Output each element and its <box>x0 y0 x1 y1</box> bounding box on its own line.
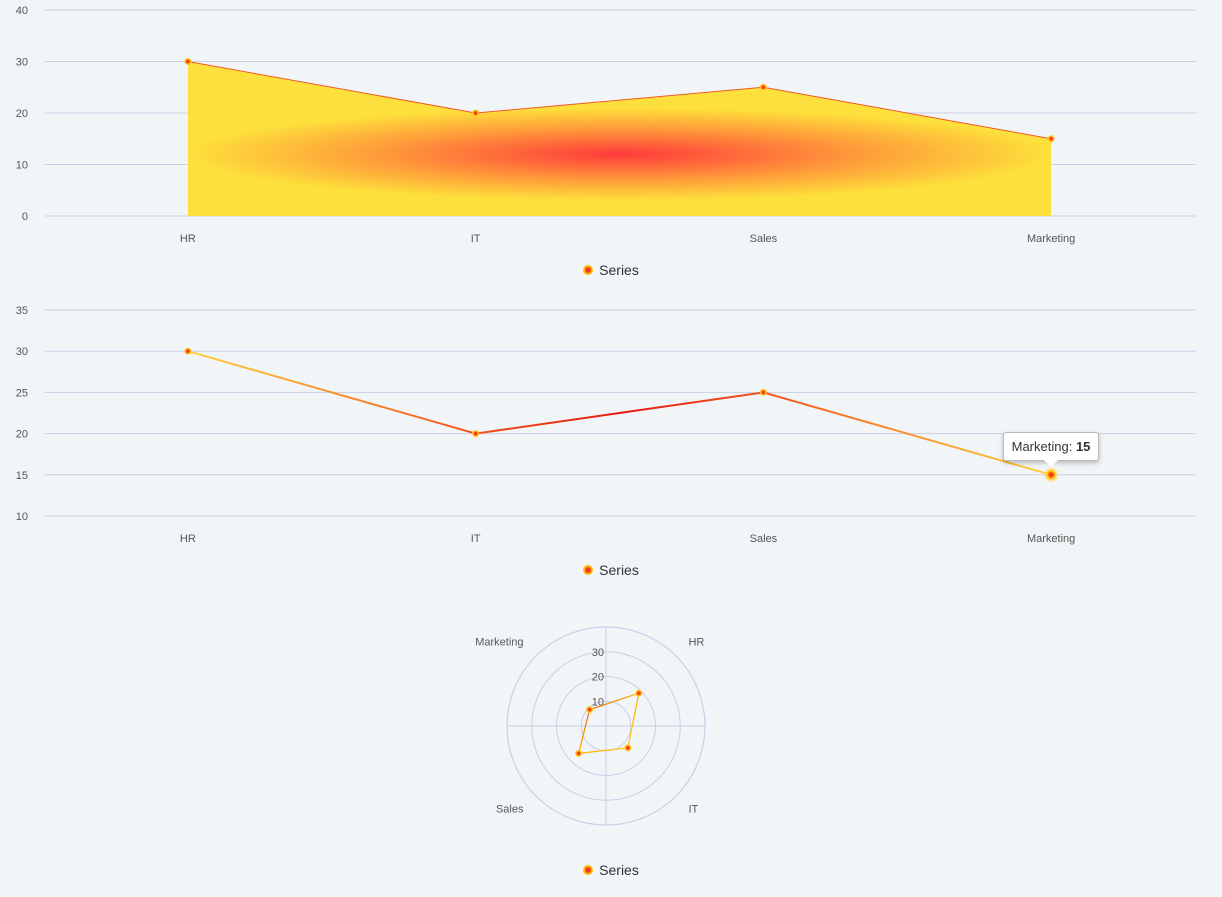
radar-category-label: HR <box>688 637 704 649</box>
x-tick-label: HR <box>180 233 196 245</box>
radar-category-label: Marketing <box>475 637 523 649</box>
data-point[interactable] <box>575 749 583 757</box>
data-point[interactable] <box>586 706 594 714</box>
y-tick-label: 20 <box>16 108 28 120</box>
y-tick-label: 10 <box>16 511 28 523</box>
data-point[interactable] <box>184 347 192 355</box>
y-tick-label: 15 <box>16 470 28 482</box>
x-tick-label: Marketing <box>1027 533 1075 545</box>
legend-marker <box>583 565 594 575</box>
line-legend[interactable]: Series <box>0 560 1222 580</box>
data-point[interactable] <box>1046 469 1057 480</box>
line-chart-svg: 10 15 20 25 30 35 HR IT Sales Marketing <box>16 305 1196 545</box>
radar-chart: 10 20 30 HR IT Sales Marketing <box>0 600 1222 860</box>
radar-category-label: IT <box>688 803 698 815</box>
data-point[interactable] <box>472 109 480 117</box>
tooltip-label: Marketing: <box>1011 438 1076 454</box>
x-tick-label: Sales <box>750 233 778 245</box>
tooltip-value: 15 <box>1075 438 1091 454</box>
data-point[interactable] <box>759 83 767 91</box>
radar-series-line <box>577 692 640 755</box>
data-point[interactable] <box>759 388 767 396</box>
y-tick-label: 30 <box>16 346 28 358</box>
x-tick-label: IT <box>471 533 481 545</box>
y-tick-label: 35 <box>16 305 28 317</box>
radar-tick-label: 30 <box>592 647 604 659</box>
radar-category-label: Sales <box>496 803 524 815</box>
y-tick-label: 25 <box>16 387 28 399</box>
y-tick-label: 0 <box>22 211 28 223</box>
area-chart-svg: 0 10 20 30 40 HR IT Sales Marketing <box>16 5 1196 245</box>
area-line <box>187 61 1052 140</box>
y-tick-label: 20 <box>16 429 28 441</box>
x-tick-label: Sales <box>750 533 778 545</box>
legend-marker <box>583 865 594 875</box>
data-point[interactable] <box>635 689 643 697</box>
legend-marker <box>583 265 594 275</box>
legend-label: Series <box>599 562 639 578</box>
area-legend[interactable]: Series <box>0 260 1222 280</box>
y-tick-label: 40 <box>16 5 28 17</box>
x-tick-label: IT <box>471 233 481 245</box>
data-point[interactable] <box>184 58 192 65</box>
data-point[interactable] <box>1047 135 1055 143</box>
legend-label: Series <box>599 862 639 878</box>
radar-legend[interactable]: Series <box>0 860 1222 880</box>
y-tick-label: 10 <box>16 160 28 172</box>
series-line <box>187 350 1052 476</box>
area-chart: 0 10 20 30 40 HR IT Sales Marketing <box>0 0 1222 260</box>
x-tick-label: HR <box>180 533 196 545</box>
legend-label: Series <box>599 262 639 278</box>
data-point[interactable] <box>472 430 480 438</box>
line-chart: 10 15 20 25 30 35 HR IT Sales Marketing <box>0 300 1222 560</box>
y-tick-label: 30 <box>16 57 28 69</box>
data-point[interactable] <box>624 744 632 752</box>
radar-tick-label: 20 <box>592 672 604 684</box>
x-tick-label: Marketing <box>1027 233 1075 245</box>
tooltip: Marketing: 15 <box>1002 431 1100 467</box>
